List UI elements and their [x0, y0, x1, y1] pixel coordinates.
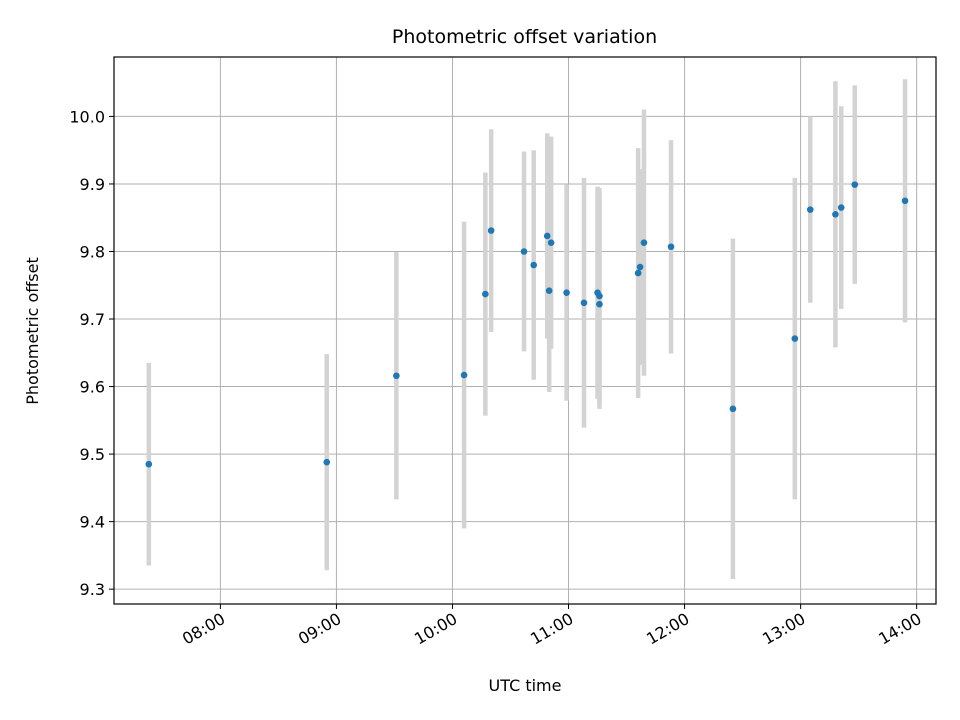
data-point [547, 239, 555, 247]
data-point [530, 261, 538, 269]
data-point [596, 292, 603, 300]
y-tick-label: 10.0 [69, 107, 105, 126]
data-point [543, 232, 551, 240]
y-axis-ticks: 9.3 9.4 9.5 9.6 9.7 9.8 9.9 10.0 [69, 107, 114, 599]
data-point [580, 299, 588, 307]
y-tick-label: 9.4 [80, 513, 105, 532]
data-point [545, 287, 553, 294]
data-point [729, 405, 737, 413]
y-tick-label: 9.9 [80, 175, 105, 194]
plot-frame [113, 56, 937, 605]
data-point [393, 372, 400, 380]
data-point [323, 458, 331, 466]
data-point [901, 197, 909, 205]
y-axis-label: Photometric offset [23, 257, 42, 405]
x-axis-label: UTC time [489, 676, 562, 695]
data-point [640, 239, 648, 247]
y-tick-label: 9.7 [80, 310, 105, 329]
data-point [634, 269, 642, 277]
data-point [487, 227, 495, 234]
data-point [482, 290, 489, 298]
data-point [145, 460, 153, 468]
y-tick-label: 9.3 [80, 580, 105, 599]
y-tick-label: 9.5 [80, 445, 105, 464]
y-tick-label: 9.8 [80, 242, 105, 261]
data-point [837, 204, 845, 211]
data-point [667, 243, 675, 251]
point-layer [145, 181, 909, 468]
data-point [806, 206, 814, 213]
data-point [596, 300, 603, 308]
y-tick-label: 9.6 [80, 378, 105, 397]
data-point [851, 181, 859, 188]
data-point [520, 248, 528, 255]
data-point [563, 289, 570, 296]
chart-title: Photometric offset variation [392, 26, 657, 48]
data-point [636, 263, 644, 271]
data-point [791, 335, 799, 342]
data-point [832, 211, 839, 218]
data-point [460, 371, 468, 379]
